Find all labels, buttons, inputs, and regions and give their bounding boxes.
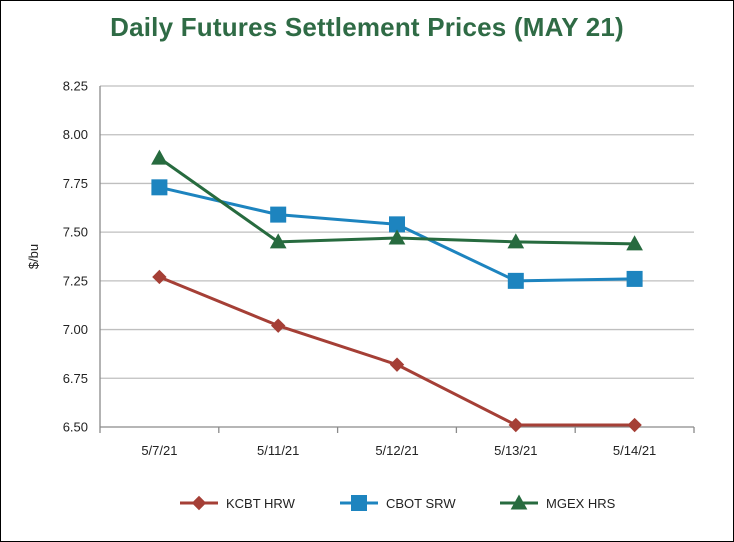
x-tick-label: 5/11/21 (257, 443, 299, 458)
x-axis-ticks: 5/7/21 5/11/21 5/12/21 5/13/21 5/14/21 (99, 427, 695, 458)
y-tick-label: 7.00 (63, 322, 88, 337)
y-tick-label: 7.50 (63, 225, 88, 240)
legend-item: MGEX HRS (500, 494, 616, 511)
y-axis-label: $/bu (26, 244, 41, 269)
x-tick-label: 5/14/21 (613, 443, 656, 458)
data-point-square (270, 206, 287, 223)
y-tick-label: 6.75 (63, 371, 88, 386)
data-point-diamond (389, 357, 405, 372)
legend-marker-square (351, 495, 367, 511)
legend-item: CBOT SRW (340, 495, 456, 511)
y-tick-label: 7.25 (63, 273, 88, 288)
data-point-diamond (152, 269, 167, 285)
data-point-diamond (627, 417, 642, 433)
data-point-square (151, 179, 168, 196)
x-tick-label: 5/12/21 (375, 443, 418, 458)
legend-label: MGEX HRS (546, 496, 616, 511)
legend-label: CBOT SRW (386, 496, 456, 511)
data-point-diamond (270, 318, 286, 333)
data-point-triangle (269, 233, 287, 249)
x-tick-label: 5/7/21 (141, 443, 177, 458)
gridlines (99, 85, 694, 428)
series-group (151, 149, 643, 433)
y-tick-label: 6.50 (63, 420, 88, 435)
y-axis-ticks: 6.50 6.75 7.00 7.25 7.50 7.75 8.00 8.25 (63, 79, 88, 435)
series-cbot-srw (151, 179, 643, 289)
data-point-triangle (151, 149, 168, 165)
series-kcbt-hrw (152, 269, 642, 433)
data-point-triangle (626, 235, 643, 251)
legend: KCBT HRW CBOT SRW MGEX HRS (180, 494, 616, 511)
data-point-triangle (507, 233, 525, 249)
legend-marker-diamond (191, 495, 207, 511)
y-tick-label: 7.75 (63, 176, 88, 191)
series-line (158, 275, 635, 427)
data-point-square (507, 272, 524, 289)
legend-marker-triangle (510, 494, 528, 510)
legend-item: KCBT HRW (180, 495, 296, 511)
data-point-diamond (508, 417, 524, 433)
series-mgex-hrs (151, 149, 643, 251)
data-point-square (626, 270, 643, 287)
chart-title: Daily Futures Settlement Prices (MAY 21) (110, 12, 624, 42)
legend-label: KCBT HRW (226, 496, 296, 511)
data-point-triangle (388, 229, 406, 245)
x-tick-label: 5/13/21 (494, 443, 537, 458)
y-tick-label: 8.25 (63, 79, 88, 94)
y-tick-label: 8.00 (63, 127, 88, 142)
